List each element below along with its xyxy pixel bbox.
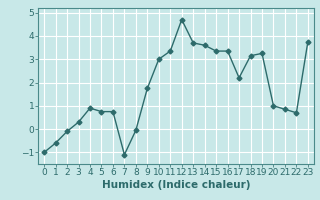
X-axis label: Humidex (Indice chaleur): Humidex (Indice chaleur) — [102, 180, 250, 190]
